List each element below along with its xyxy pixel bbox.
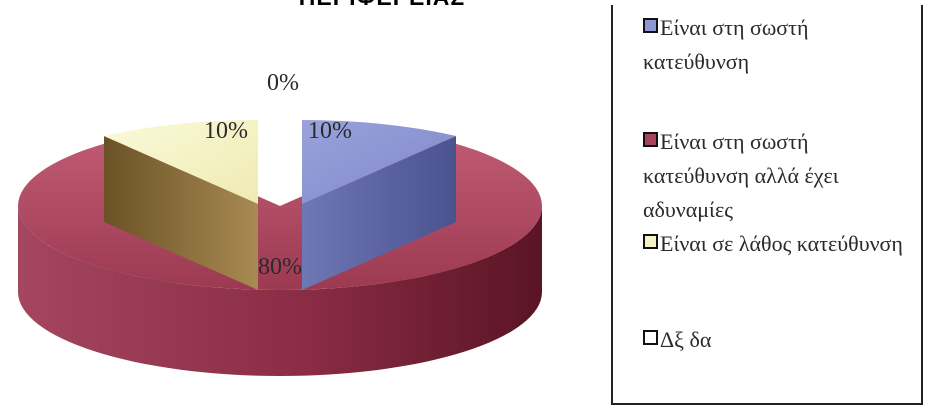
slice-correct-label: 10% xyxy=(308,118,352,144)
legend-swatch-wrong xyxy=(643,234,658,249)
legend-swatch-correct-weak xyxy=(643,132,658,147)
legend-label-wrong: Είναι σε λάθος κατεύθυνση xyxy=(660,231,903,256)
slice-correct-top xyxy=(302,120,456,204)
slice-wrong-top xyxy=(104,120,258,204)
pie-chart: 10% 80% 10% 0% xyxy=(17,70,542,376)
slice-correct-weak-label: 80% xyxy=(258,254,302,280)
slice-dontknow-label: 0% xyxy=(267,70,299,96)
legend-swatch-dontknow xyxy=(643,330,658,345)
legend-item-wrong: Είναι σε λάθος κατεύθυνση xyxy=(643,227,913,261)
slice-correct-weak-side xyxy=(18,206,542,376)
legend-item-dontknow: Δξ δα xyxy=(643,323,913,357)
legend-label-correct-weak: Είναι στη σωστή κατεύθυνση αλλά έχει αδυ… xyxy=(643,129,839,222)
slice-wrong-face-0 xyxy=(104,136,258,290)
slice-correct-face-1 xyxy=(302,136,456,290)
legend-swatch-correct xyxy=(643,18,658,33)
legend-label-correct: Είναι στη σωστή κατεύθυνση xyxy=(643,15,809,74)
chart-title: ΠΕΡΙΦΕΡΕΙΑΣ xyxy=(232,0,532,11)
legend-label-dontknow: Δξ δα xyxy=(660,327,712,352)
legend-item-correct: Είναι στη σωστή κατεύθυνση xyxy=(643,11,913,79)
legend: Είναι στη σωστή κατεύθυνση Είναι στη σωσ… xyxy=(611,5,923,405)
legend-item-correct-weak: Είναι στη σωστή κατεύθυνση αλλά έχει αδυ… xyxy=(643,125,913,227)
slice-wrong-label: 10% xyxy=(204,118,248,144)
